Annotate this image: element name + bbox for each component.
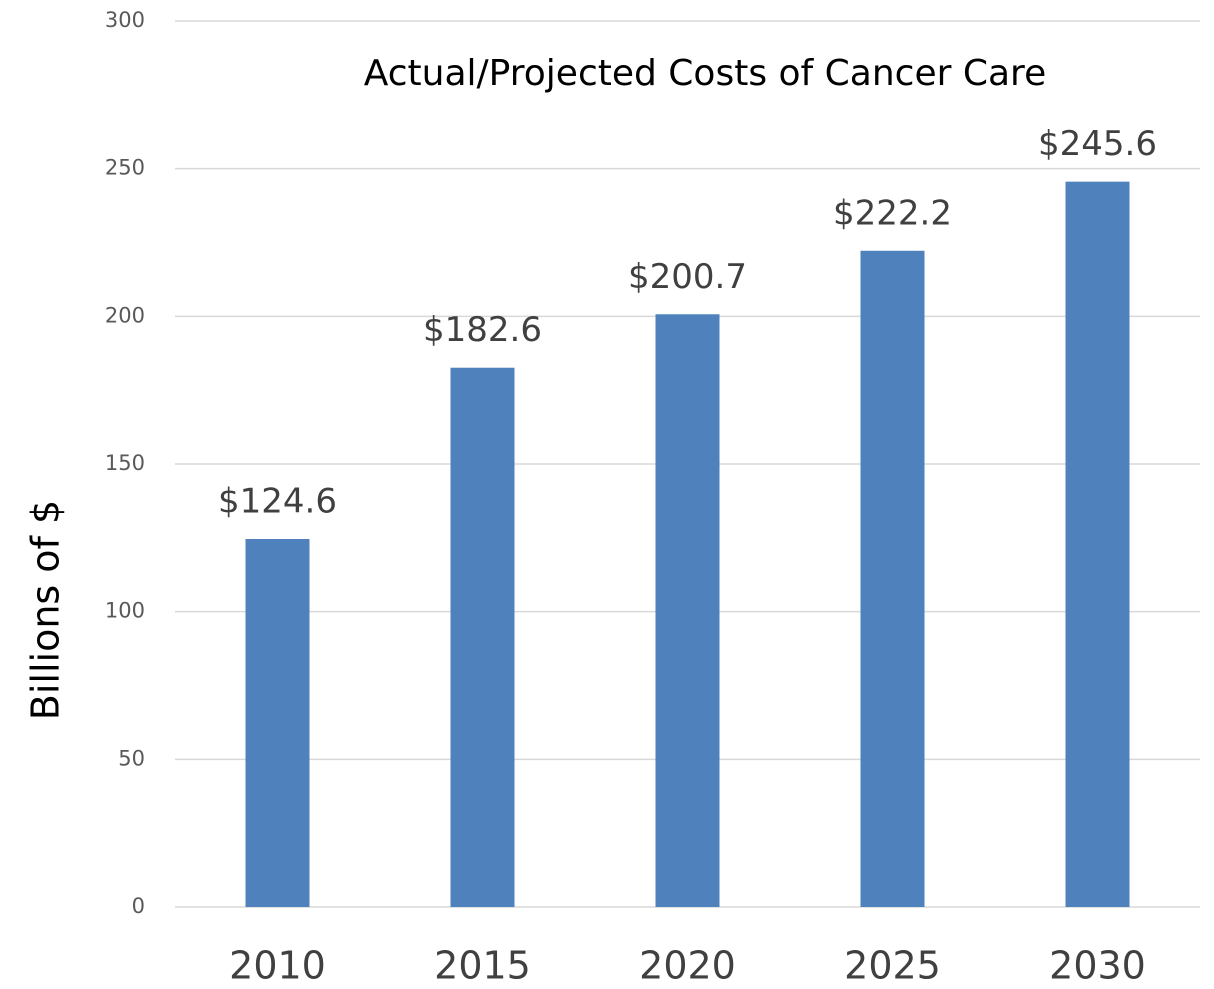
x-tick-label: 2030	[1049, 944, 1146, 988]
data-label: $124.6	[218, 482, 337, 522]
x-tick-label: 2020	[639, 944, 736, 988]
data-label: $245.6	[1038, 124, 1157, 164]
y-axis-label: Billions of $	[24, 500, 68, 720]
y-tick-label: 0	[132, 894, 145, 918]
bar	[245, 539, 310, 907]
y-tick-label: 250	[105, 156, 145, 180]
y-tick-label: 100	[105, 599, 145, 623]
y-tick-label: 50	[118, 746, 145, 770]
y-tick-label: 300	[105, 8, 145, 32]
data-label: $200.7	[628, 257, 747, 297]
bar	[860, 250, 925, 907]
x-tick-label: 2015	[434, 944, 531, 988]
x-tick-label: 2025	[844, 944, 941, 988]
chart-title: Actual/Projected Costs of Cancer Care	[364, 53, 1046, 94]
x-tick-label: 2010	[229, 944, 326, 988]
bar	[450, 367, 515, 908]
data-label: $182.6	[423, 310, 542, 350]
bar	[655, 314, 720, 907]
bar	[1065, 181, 1130, 908]
data-label: $222.2	[833, 193, 952, 233]
y-tick-label: 200	[105, 303, 145, 327]
y-tick-label: 150	[105, 451, 145, 475]
